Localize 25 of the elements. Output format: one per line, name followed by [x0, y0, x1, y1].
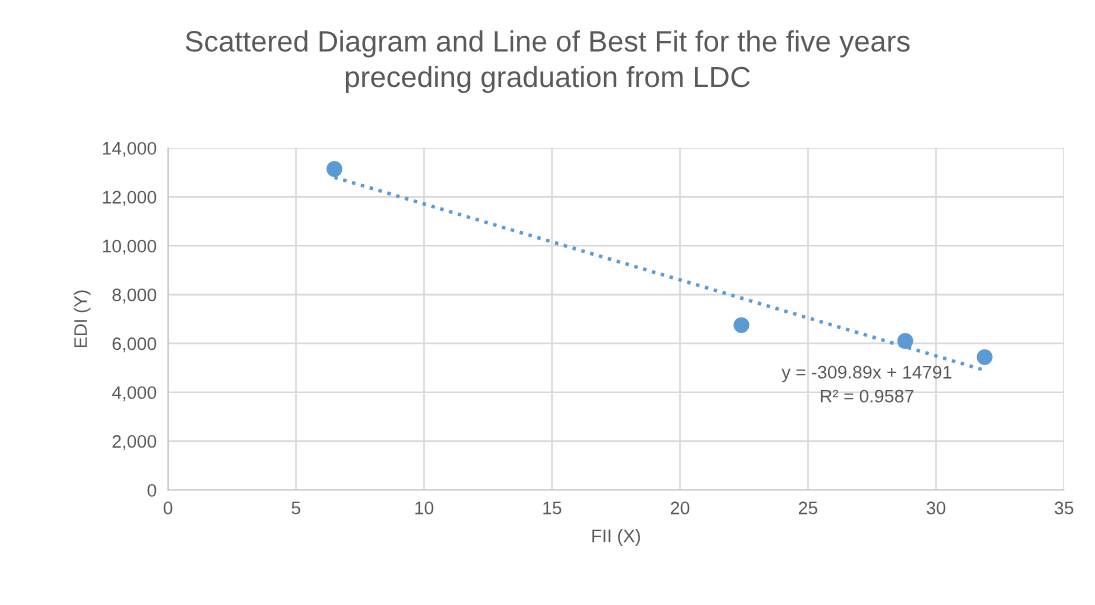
y-tick-label: 12,000: [103, 190, 157, 206]
x-tick-label: 0: [163, 501, 173, 515]
y-tick-label: 14,000: [103, 141, 157, 157]
point: [897, 333, 914, 349]
x-tick-label: 35: [1054, 501, 1074, 515]
x-tick-label: 30: [926, 501, 946, 515]
annotation: R² = 0.9587: [820, 389, 914, 403]
y-tick-label: 2,000: [112, 435, 157, 450]
x-tick-label: 5: [291, 501, 301, 515]
y-axis-title: EDI (Y): [73, 290, 91, 348]
y-tick-label: 10,000: [103, 239, 157, 255]
annotation: y = -309.89x + 14791: [781, 365, 952, 383]
point: [733, 317, 750, 334]
x-tick-label: 20: [670, 501, 690, 515]
y-tick-label: 6,000: [112, 337, 157, 353]
x-tick-label: 25: [798, 501, 818, 515]
x-tick-label: 10: [415, 501, 434, 515]
point: [976, 349, 993, 366]
x-axis-title: FII (X): [592, 529, 640, 546]
chart-title: Scattered Diagram and Line of Best Fit for the five years preceding graduation from LDC: [185, 30, 910, 94]
x-tick-label: 15: [543, 501, 562, 515]
y-tick-label: 8,000: [112, 288, 157, 304]
y-tick-label: 4,000: [112, 386, 157, 402]
point: [326, 161, 343, 177]
y-tick-label: 0: [147, 483, 157, 497]
